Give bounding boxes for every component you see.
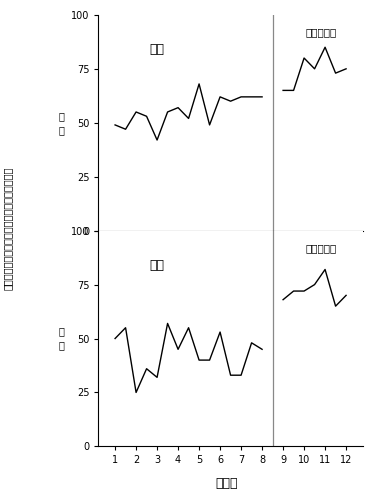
Text: 訓練と点数: 訓練と点数 <box>305 27 336 37</box>
Text: 基線: 基線 <box>150 258 164 272</box>
Text: 訓練と点数: 訓練と点数 <box>305 243 336 253</box>
Text: 日　数: 日 数 <box>215 477 238 490</box>
Text: 群
１: 群 １ <box>58 111 64 135</box>
Text: 基線: 基線 <box>150 43 164 56</box>
Text: 群
２: 群 ２ <box>58 326 64 351</box>
Text: 正しいスキルのパーフォーマンスのパーセント: 正しいスキルのパーフォーマンスのパーセント <box>3 167 12 290</box>
